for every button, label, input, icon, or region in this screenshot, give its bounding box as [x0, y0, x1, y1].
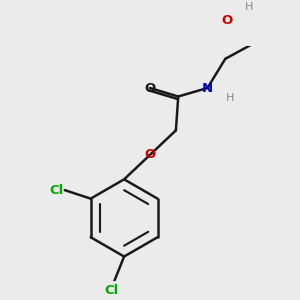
- Text: H: H: [245, 2, 254, 12]
- Text: O: O: [144, 148, 156, 161]
- Text: Cl: Cl: [104, 284, 118, 297]
- Text: Cl: Cl: [49, 184, 63, 197]
- Text: O: O: [144, 82, 156, 94]
- Text: N: N: [202, 82, 213, 94]
- Text: H: H: [226, 93, 234, 103]
- Text: O: O: [221, 14, 232, 27]
